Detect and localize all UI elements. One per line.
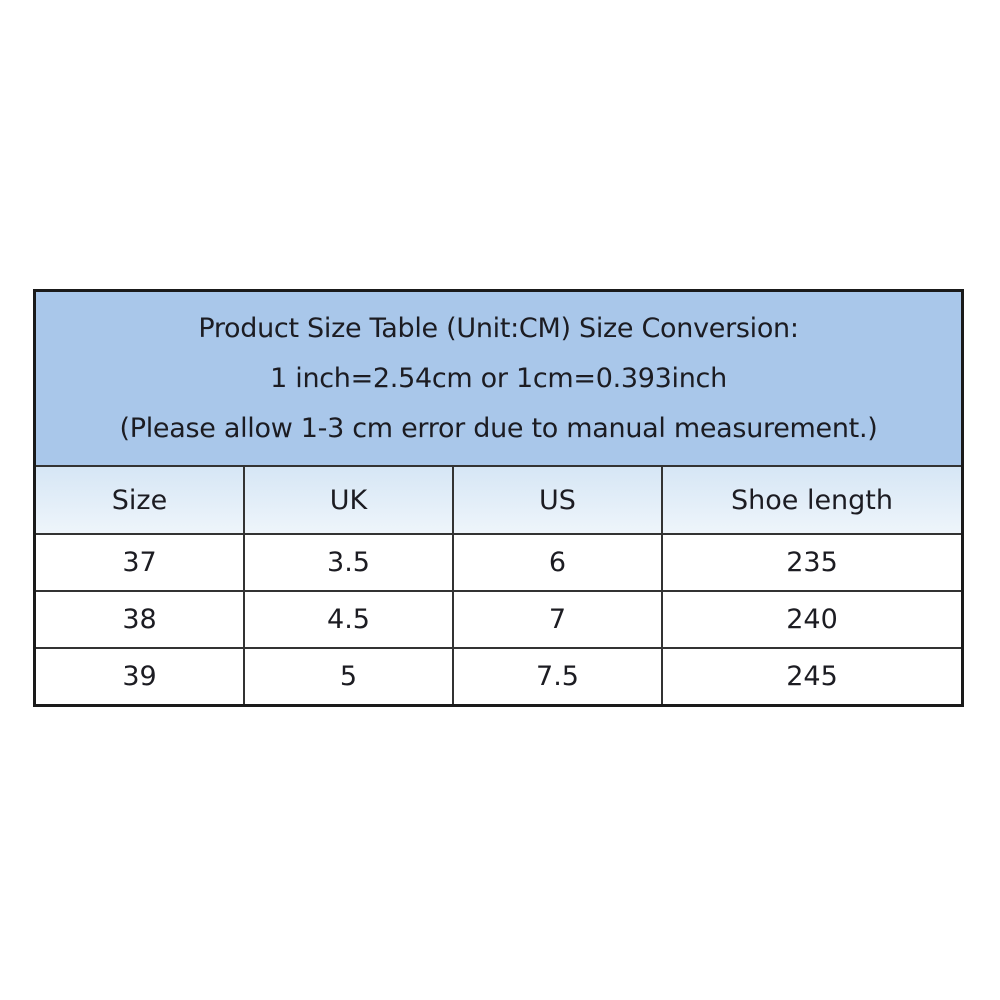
cell-shoe-length: 240 bbox=[786, 604, 838, 635]
size-table: Product Size Table (Unit:CM) Size Conver… bbox=[33, 289, 964, 707]
table-title: Product Size Table (Unit:CM) Size Conver… bbox=[36, 292, 961, 467]
table-row: 37 3.5 6 235 bbox=[36, 535, 961, 592]
cell-shoe-length: 235 bbox=[786, 547, 838, 578]
cell-size: 37 bbox=[36, 535, 245, 590]
cell-us: 6 bbox=[454, 535, 663, 590]
column-header-row: Size UK US Shoe length bbox=[36, 467, 961, 535]
title-line-1: Product Size Table (Unit:CM) Size Conver… bbox=[198, 312, 799, 344]
cell-shoe-length: 245 bbox=[786, 661, 838, 692]
cell-size: 39 bbox=[36, 649, 245, 704]
column-header-shoe-length: Shoe length bbox=[730, 484, 894, 516]
title-line-3: (Please allow 1-3 cm error due to manual… bbox=[119, 412, 878, 444]
title-line-2: 1 inch=2.54cm or 1cm=0.393inch bbox=[270, 362, 727, 394]
cell-us: 7 bbox=[454, 592, 663, 647]
cell-uk: 5 bbox=[245, 649, 454, 704]
cell-uk: 4.5 bbox=[245, 592, 454, 647]
column-header-size: Size bbox=[36, 467, 245, 533]
table-row: 38 4.5 7 240 bbox=[36, 592, 961, 649]
column-header-uk: UK bbox=[245, 467, 454, 533]
cell-uk: 3.5 bbox=[245, 535, 454, 590]
cell-size: 38 bbox=[36, 592, 245, 647]
column-header-us: US bbox=[454, 467, 663, 533]
table-row: 39 5 7.5 245 bbox=[36, 649, 961, 704]
cell-us: 7.5 bbox=[454, 649, 663, 704]
